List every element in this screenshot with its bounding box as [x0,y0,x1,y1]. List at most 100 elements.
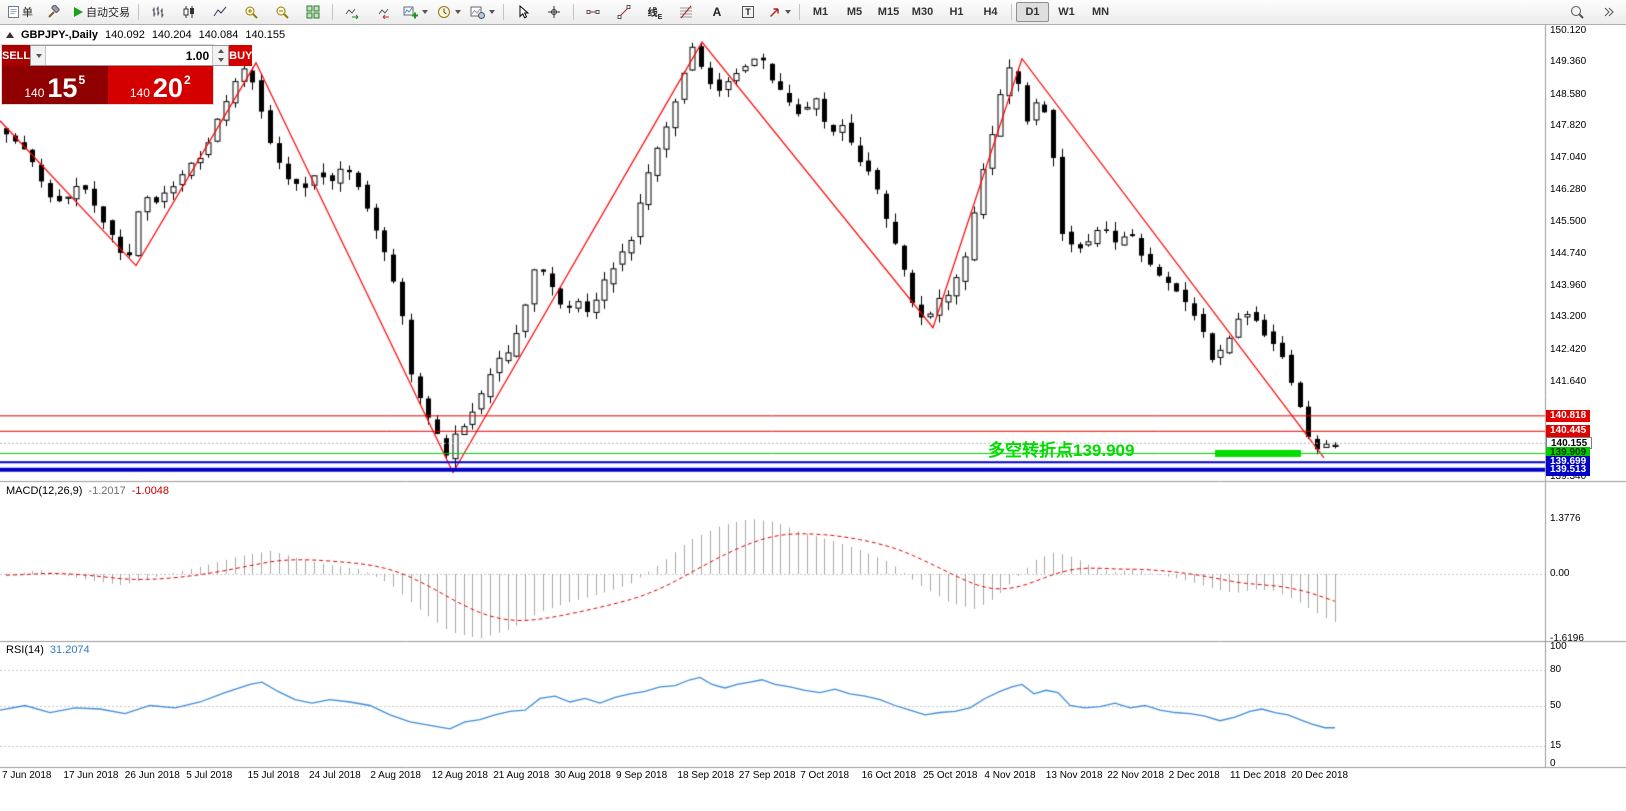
rsi-indicator-label: RSI(14) 31.2074 [6,644,90,656]
buy-button[interactable]: BUY [229,45,253,66]
price-tick-label: 144.740 [1550,247,1587,259]
toolbar-overflow-button[interactable] [1593,1,1623,23]
macd-name: MACD(12,26,9) [6,485,83,497]
collapse-panel-icon[interactable] [6,32,14,38]
toolbar-separator [573,4,574,20]
toolbar: 单 自动交易 线E A T [0,0,1626,25]
trendline-button[interactable] [609,1,639,23]
timeframe-h4-button[interactable]: H4 [983,6,998,18]
date-label: 2 Aug 2018 [370,770,421,781]
volume-increase-button[interactable] [213,46,229,56]
channel-tool-label: 线E [647,7,663,21]
order-doc-icon [7,5,20,19]
toolbar-separator [799,4,800,20]
date-label: 26 Jun 2018 [124,770,180,781]
rsi-value: 31.2074 [49,644,90,656]
sell-price-button[interactable]: 140 15 5 [2,66,108,104]
price-tick-label: 147.820 [1550,120,1587,132]
timeframe-d1-button[interactable]: D1 [1016,2,1049,22]
price-level-tag[interactable]: 139.513 [1546,463,1591,476]
new-chart-button[interactable] [399,1,432,23]
zoom-out-icon [275,5,289,19]
macd-scale-label: 0.00 [1550,568,1570,579]
spinner-up-icon [217,48,224,53]
ohlc-open: 140.092 [105,29,145,41]
price-tick-label: 147.040 [1550,152,1587,164]
line-chart-button[interactable] [205,1,235,23]
chart-text-annotation[interactable]: 多空转折点139.909 [988,441,1135,460]
timeframe-m5-button[interactable]: M5 [846,6,863,18]
timeframe-w1-button[interactable]: W1 [1058,6,1075,18]
price-tick-label: 145.500 [1550,216,1587,228]
chart-symbol-label: GBPJPY-,Daily [21,29,99,41]
horizontal-line-icon [586,5,600,19]
toolbar-separator [1011,4,1012,20]
sell-price-sup: 5 [78,73,86,87]
timeframe-m1-button[interactable]: M1 [812,6,829,18]
autotrading-label: 自动交易 [86,7,130,19]
dropdown-caret-icon [489,10,495,14]
price-tick-label: 142.420 [1550,343,1587,355]
auto-scroll-button[interactable] [337,1,367,23]
bar-chart-button[interactable] [143,1,173,23]
toolbar-separator [503,4,504,20]
ohlc-high: 140.204 [151,29,192,41]
macd-signal-value: -1.0048 [131,485,170,497]
timeframe-mn-button[interactable]: MN [1091,6,1110,18]
fibonacci-button[interactable] [671,1,701,23]
crosshair-button[interactable] [539,1,569,23]
volume-decrease-button[interactable] [213,55,229,65]
line-chart-icon [213,5,227,19]
spinner-down-icon [217,58,224,63]
toolbar-separator [138,4,139,20]
candlestick-chart-button[interactable] [174,1,204,23]
date-label: 27 Sep 2018 [738,770,796,781]
toolbar-separator [332,4,333,20]
date-label: 30 Aug 2018 [554,770,611,781]
equidistant-channel-button[interactable]: 线E [640,1,670,23]
macd-indicator-label: MACD(12,26,9) -1.2017 -1.0048 [6,485,169,497]
rsi-scale-label: 50 [1550,699,1562,711]
horizontal-line-button[interactable] [578,1,608,23]
sell-button[interactable]: SELL [2,45,31,66]
zoom-in-button[interactable] [236,1,266,23]
cursor-button[interactable] [508,1,538,23]
search-button[interactable] [1562,1,1592,23]
price-level-tag[interactable]: 140.445 [1546,425,1591,438]
price-tick-label: 143.960 [1550,279,1587,291]
chart-shift-button[interactable] [368,1,398,23]
autotrading-button[interactable]: 自动交易 [69,1,134,23]
buy-price-sup: 2 [183,73,191,87]
date-label: 12 Aug 2018 [431,770,488,781]
zoom-out-button[interactable] [267,1,297,23]
dropdown-caret-icon [422,10,428,14]
date-label: 7 Jun 2018 [2,770,52,781]
price-tick-label: 150.120 [1550,25,1587,36]
text-button[interactable]: A [702,1,732,23]
arrows-button[interactable] [764,1,795,23]
volume-dropdown[interactable] [31,46,47,65]
zoom-in-icon [244,5,258,19]
text-label-button[interactable]: T [733,1,763,23]
tile-windows-button[interactable] [298,1,328,23]
periods-button[interactable] [433,1,465,23]
date-label: 22 Nov 2018 [1107,770,1164,781]
date-label: 2 Dec 2018 [1168,770,1220,781]
volume-input[interactable] [46,46,213,65]
timeframe-h1-button[interactable]: H1 [949,6,964,18]
timeframe-m30-button[interactable]: M30 [911,6,934,18]
price-level-tag[interactable]: 140.818 [1546,409,1591,422]
date-label: 5 Jul 2018 [186,770,233,781]
macd-scale-label: 1.3776 [1550,512,1581,524]
timeframe-m15-button[interactable]: M15 [877,6,900,18]
candlestick-icon [182,5,196,19]
new-order-label: 单 [22,7,33,19]
buy-price-big: 20 [152,73,183,104]
buy-price-button[interactable]: 140 20 2 [107,66,213,104]
new-chart-icon [403,5,418,19]
new-order-button[interactable]: 单 [3,1,37,23]
templates-button[interactable] [466,1,499,23]
tools-hammer-button[interactable] [38,1,68,23]
